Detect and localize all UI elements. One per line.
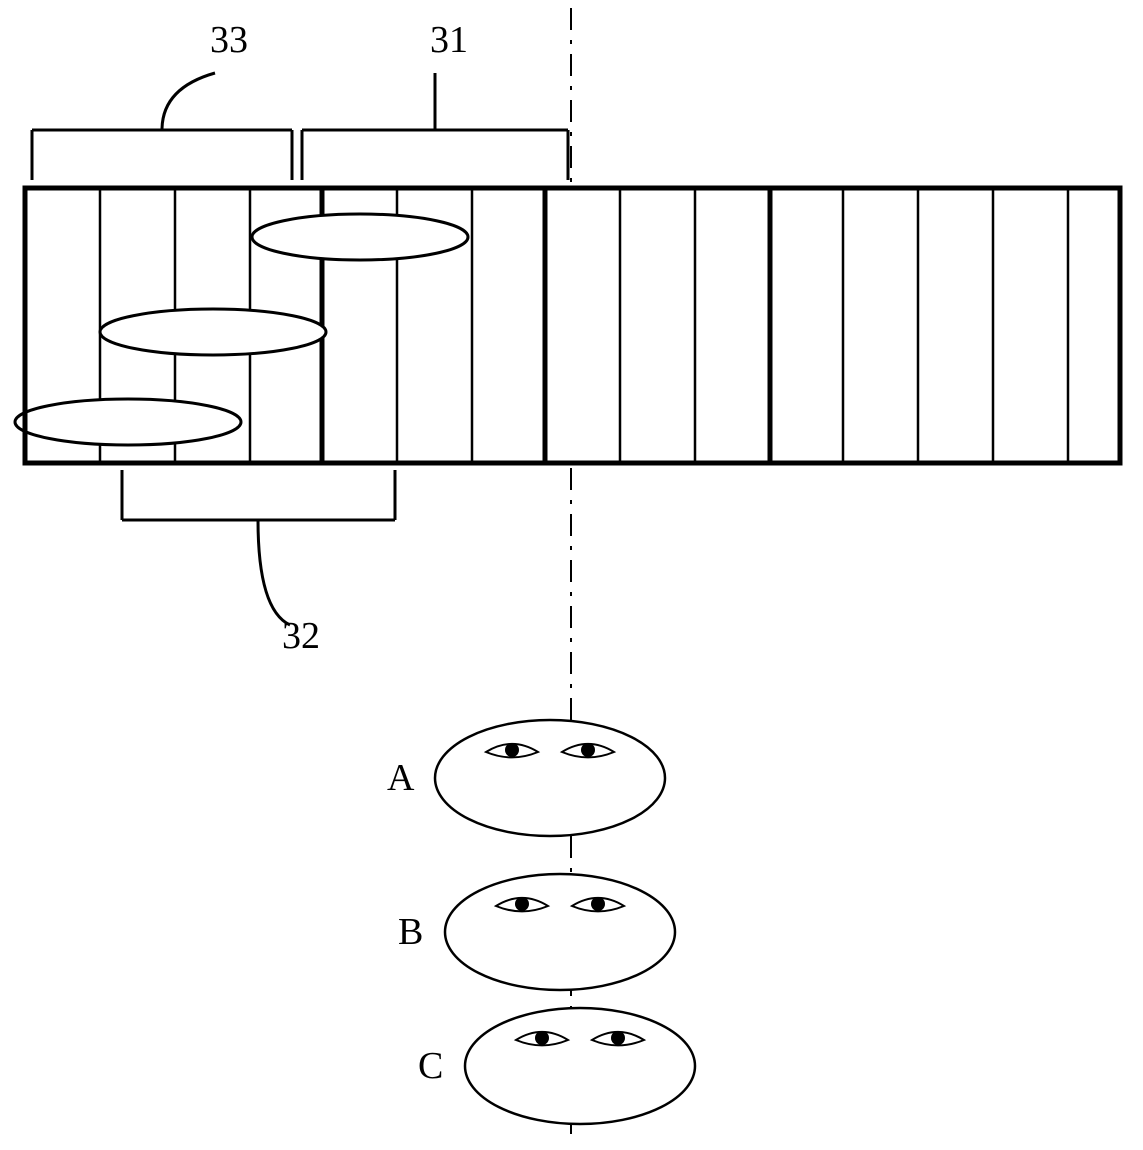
face-a-label: A	[387, 757, 415, 799]
face-a-pupil-right	[581, 743, 595, 757]
face-a-pupil-left	[505, 743, 519, 757]
callout-bottom-label: 32	[282, 615, 320, 657]
face-c-pupil-left	[535, 1031, 549, 1045]
face-c	[465, 1008, 695, 1124]
callout-top-left-label: 33	[210, 19, 248, 61]
face-c-head	[465, 1008, 695, 1124]
face-b-pupil-left	[515, 897, 529, 911]
face-b-pupil-right	[591, 897, 605, 911]
face-b-head	[445, 874, 675, 990]
face-a	[435, 720, 665, 836]
face-c-label: C	[418, 1045, 443, 1087]
diagram-svg: 33 31 32 A B C	[0, 0, 1143, 1150]
face-a-head	[435, 720, 665, 836]
face-b	[445, 874, 675, 990]
face-b-label: B	[398, 911, 423, 953]
grid-ellipse-top	[252, 214, 468, 260]
grid-ellipse-middle	[100, 309, 326, 355]
face-c-pupil-right	[611, 1031, 625, 1045]
grid-ellipse-bottom	[15, 399, 241, 445]
callout-top-right-label: 31	[430, 19, 468, 61]
callout-bottom-leader	[258, 520, 290, 625]
callout-top-left-leader	[162, 73, 215, 130]
diagram-container: 33 31 32 A B C	[0, 0, 1143, 1150]
